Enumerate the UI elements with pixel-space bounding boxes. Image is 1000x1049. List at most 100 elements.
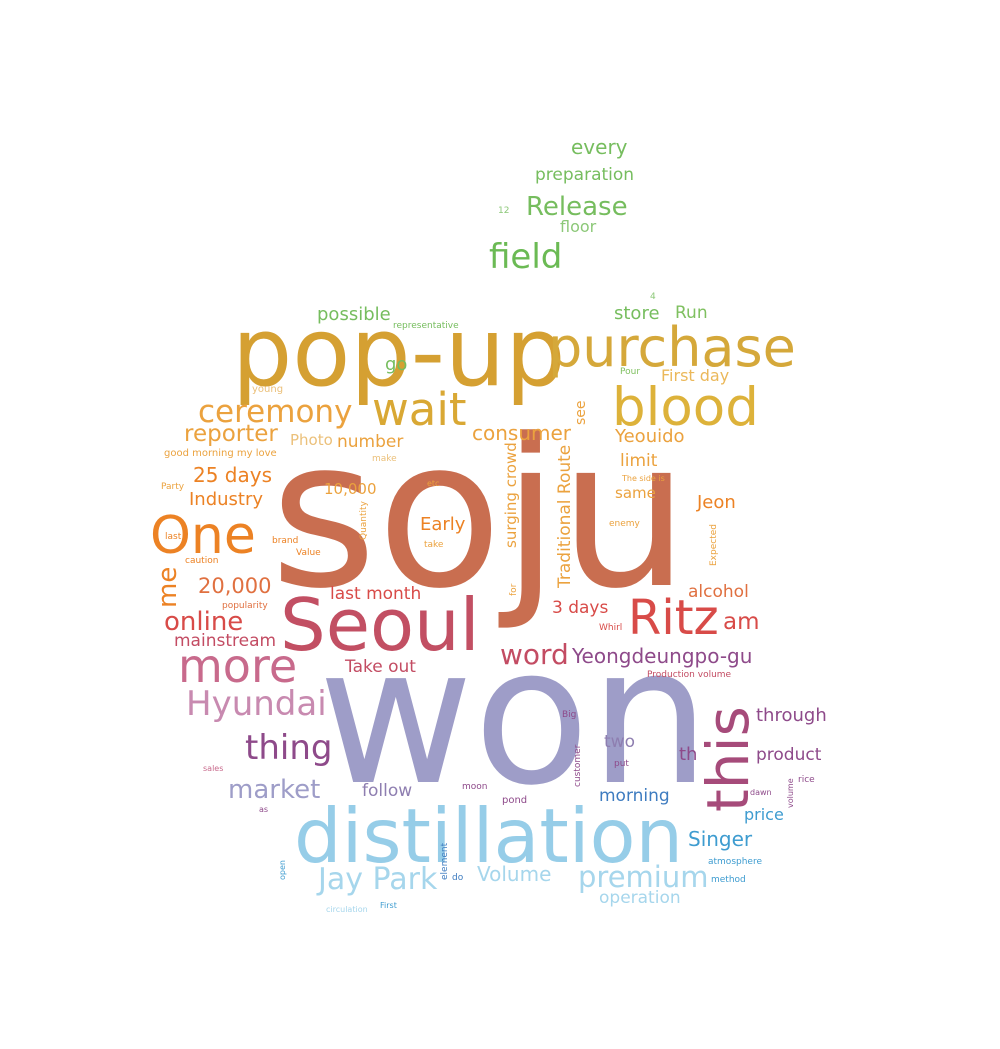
word-dawn: dawn xyxy=(750,788,772,797)
word-blood: blood xyxy=(612,377,759,438)
word-as: as xyxy=(259,805,268,814)
word-see: see xyxy=(573,400,589,425)
word-representative: representative xyxy=(393,321,459,331)
word-market: market xyxy=(228,775,320,805)
word-circulation: circulation xyxy=(326,905,368,914)
word-reporter: reporter xyxy=(184,421,278,447)
word-consumer: consumer xyxy=(472,421,572,445)
word-morning: morning xyxy=(599,786,670,806)
word-value: Value xyxy=(296,548,321,558)
word-put: put xyxy=(614,759,629,769)
word-first-day: First day xyxy=(661,366,729,385)
word-singer: Singer xyxy=(688,827,753,851)
word-product: product xyxy=(756,745,822,765)
word-for: for xyxy=(509,583,519,596)
word-quantity: Quantity xyxy=(359,500,369,540)
word-operation: operation xyxy=(599,888,681,908)
word-volume: Volume xyxy=(477,862,551,886)
word-make: make xyxy=(372,454,397,464)
word-do: do xyxy=(452,873,464,883)
word-wait: wait xyxy=(372,383,467,436)
word-yeongdeungpo-gu: Yeongdeungpo-gu xyxy=(571,644,752,668)
word-expected: Expected xyxy=(709,524,719,566)
word-am: am xyxy=(723,609,760,635)
word-4: 4 xyxy=(650,292,656,302)
word-more: more xyxy=(178,639,297,693)
word-25-days: 25 days xyxy=(193,463,272,487)
word-soju: soju xyxy=(270,396,689,634)
word-photo: Photo xyxy=(290,431,333,449)
word-price: price xyxy=(744,805,784,824)
word-whirl: Whirl xyxy=(599,623,622,633)
word-10-000: 10,000 xyxy=(324,480,377,498)
word-big: Big xyxy=(562,710,576,720)
word-floor: floor xyxy=(560,217,597,236)
word-seoul: Seoul xyxy=(280,583,480,667)
word-pop-up: pop-up xyxy=(232,298,566,408)
word-industry: Industry xyxy=(189,489,263,510)
word-store: store xyxy=(614,303,660,324)
word-premium: premium xyxy=(578,860,708,894)
word-first: First xyxy=(380,901,397,910)
word-popularity: popularity xyxy=(222,601,268,611)
word-distillation: distillation xyxy=(294,792,683,880)
word-enemy: enemy xyxy=(609,519,641,529)
word-surging-crowd: surging crowd xyxy=(502,442,520,548)
word-production-volume: Production volume xyxy=(647,670,732,680)
word-run: Run xyxy=(675,303,708,323)
word-one: One xyxy=(150,506,256,566)
word-caution: caution xyxy=(185,556,218,566)
word-20-000: 20,000 xyxy=(198,574,271,598)
word-rice: rice xyxy=(798,775,815,785)
word-won: won xyxy=(318,606,710,827)
word-ritz: Ritz xyxy=(628,590,719,646)
word-possible: possible xyxy=(317,304,391,325)
word-go: go xyxy=(385,354,407,375)
word-same: same xyxy=(615,484,656,502)
word-ceremony: ceremony xyxy=(198,394,352,430)
word-sales: sales xyxy=(203,764,223,773)
word-early: Early xyxy=(420,514,466,535)
word-preparation: preparation xyxy=(535,165,634,185)
word-purchase: purchase xyxy=(548,316,796,379)
word-moon: moon xyxy=(462,782,487,792)
word-take: take xyxy=(424,540,444,550)
word-the-side-is: The side is xyxy=(621,474,665,483)
word-thing: thing xyxy=(245,728,332,768)
word-field: field xyxy=(489,237,562,277)
word-method: method xyxy=(711,875,746,885)
word-last: last xyxy=(165,532,182,542)
word-online: online xyxy=(164,607,243,637)
word-young: young xyxy=(252,384,283,395)
word-last-month: last month xyxy=(330,584,421,604)
word-open: open xyxy=(278,860,287,880)
word-12: 12 xyxy=(498,206,509,216)
word-me: me xyxy=(153,567,183,608)
word-every: every xyxy=(571,135,628,159)
word-word: word xyxy=(500,638,569,671)
word-take-out: Take out xyxy=(344,657,416,677)
word-yeouido: Yeouido xyxy=(614,426,685,447)
word-release: Release xyxy=(526,192,628,222)
word-through: through xyxy=(756,705,827,726)
word-th: th xyxy=(679,744,697,765)
word-volume: volume xyxy=(786,778,795,808)
word-atmosphere: atmosphere xyxy=(708,857,762,867)
word-good-morning-my-love: good morning my love xyxy=(164,448,277,459)
word-jeon: Jeon xyxy=(696,492,736,513)
word-etc: etc xyxy=(427,479,439,488)
word-party: Party xyxy=(161,482,185,492)
word-this: this xyxy=(694,706,762,812)
word-limit: limit xyxy=(620,451,658,471)
word-customer: customer xyxy=(573,744,583,787)
word-brand: brand xyxy=(272,536,298,546)
word-jay-park: Jay Park xyxy=(316,862,438,897)
word-number: number xyxy=(337,432,403,452)
word-hyundai: Hyundai xyxy=(186,684,327,724)
word-two: two xyxy=(604,732,635,752)
word-3-days: 3 days xyxy=(552,598,608,618)
word-traditional-route: Traditional Route xyxy=(555,445,575,589)
word-pond: pond xyxy=(502,795,527,806)
